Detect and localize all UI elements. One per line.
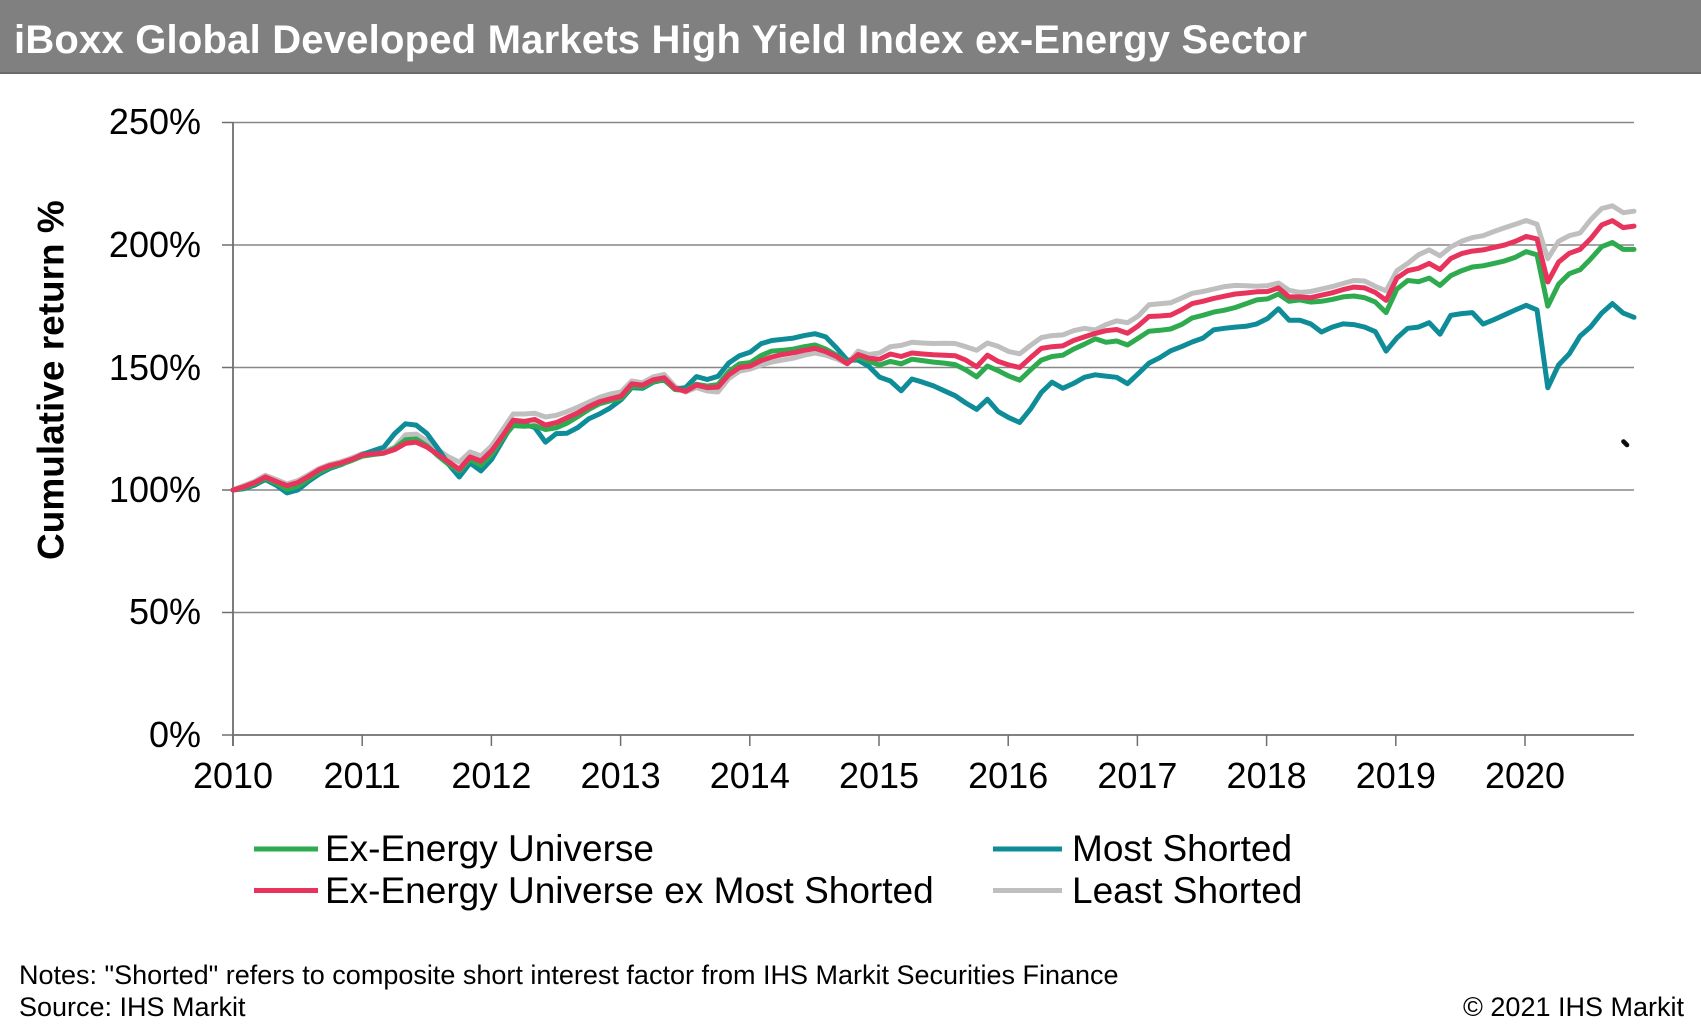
svg-text:Most Shorted: Most Shorted: [1072, 828, 1292, 869]
svg-text:Ex-Energy Universe ex Most Sho: Ex-Energy Universe ex Most Shorted: [325, 870, 934, 911]
svg-text:2019: 2019: [1356, 755, 1436, 796]
svg-text:Cumulative return %: Cumulative return %: [31, 200, 72, 560]
svg-text:200%: 200%: [109, 224, 201, 265]
svg-text:2013: 2013: [581, 755, 661, 796]
svg-text:Least Shorted: Least Shorted: [1072, 870, 1302, 911]
svg-text:2020: 2020: [1485, 755, 1565, 796]
svg-text:100%: 100%: [109, 469, 201, 510]
svg-text:2010: 2010: [193, 755, 273, 796]
svg-text:150%: 150%: [109, 347, 201, 388]
svg-text:2011: 2011: [323, 755, 400, 796]
svg-text:2017: 2017: [1097, 755, 1177, 796]
svg-text:2016: 2016: [968, 755, 1048, 796]
svg-text:Ex-Energy Universe: Ex-Energy Universe: [325, 828, 654, 869]
svg-text:2014: 2014: [710, 755, 790, 796]
svg-text:2012: 2012: [451, 755, 531, 796]
svg-text:50%: 50%: [129, 591, 201, 632]
svg-text:0%: 0%: [149, 714, 201, 755]
svg-text:2018: 2018: [1227, 755, 1307, 796]
svg-text:2015: 2015: [839, 755, 919, 796]
svg-text:250%: 250%: [109, 101, 201, 142]
